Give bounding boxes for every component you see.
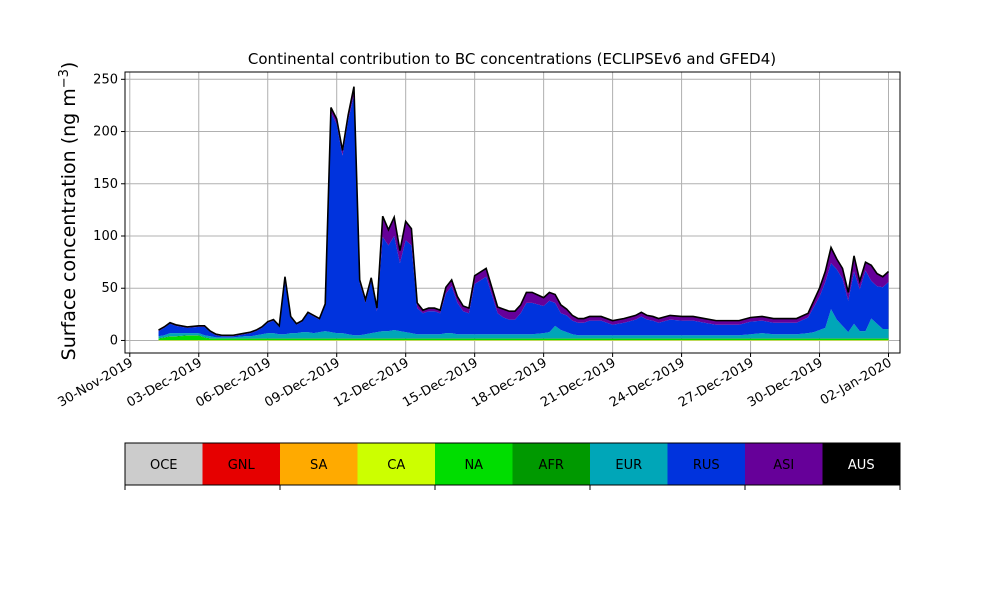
- y-ticks: 0 50 100 150 200 250: [93, 72, 125, 348]
- y-tick-label: 100: [93, 229, 118, 244]
- y-axis-label-close: ): [58, 62, 80, 69]
- y-axis-label: Surface concentration (ng m−3): [57, 62, 81, 361]
- legend-swatch-eur: [590, 443, 668, 485]
- legend-swatch-sa: [280, 443, 358, 485]
- legend-swatch-gnl: [202, 443, 280, 485]
- y-axis-label-sup: −3: [57, 69, 72, 88]
- y-axis-label-main: Surface concentration (ng m: [58, 88, 80, 360]
- legend-swatch-asi: [745, 443, 823, 485]
- x-tick-label: 15-Dec-2019: [400, 355, 480, 410]
- legend-swatch-aus: [822, 443, 900, 485]
- y-tick-label: 50: [101, 281, 118, 296]
- x-tick-label: 30-Dec-2019: [745, 355, 825, 410]
- x-tick-label: 18-Dec-2019: [469, 355, 549, 410]
- y-tick-label: 250: [93, 72, 118, 87]
- x-tick-label: 09-Dec-2019: [262, 355, 342, 410]
- total-line: [158, 86, 890, 337]
- legend-label-aus: AUS: [848, 458, 875, 473]
- x-tick-label: 30-Nov-2019: [56, 355, 136, 410]
- x-tick-label: 21-Dec-2019: [538, 355, 618, 410]
- legend-label-ca: CA: [387, 458, 405, 473]
- legend-swatch-rus: [667, 443, 745, 485]
- total-outline: [158, 86, 890, 337]
- area-series-rus: [158, 94, 889, 338]
- y-tick-label: 150: [93, 177, 118, 192]
- legend-label-eur: EUR: [615, 458, 642, 473]
- legend-label-gnl: GNL: [228, 458, 256, 473]
- area-series-afr: [158, 335, 889, 339]
- legend-label-rus: RUS: [693, 458, 720, 473]
- legend-label-na: NA: [464, 458, 483, 473]
- legend-label-afr: AFR: [539, 458, 564, 473]
- x-tick-label: 24-Dec-2019: [607, 355, 687, 410]
- area-series-eur: [158, 309, 889, 339]
- legend-frame: [124, 442, 901, 486]
- legend-swatch-na: [435, 443, 513, 485]
- x-tick-label: 06-Dec-2019: [193, 355, 273, 410]
- x-tick-label: 03-Dec-2019: [124, 355, 204, 410]
- legend-label-asi: ASI: [773, 458, 794, 473]
- y-tick-label: 0: [110, 333, 118, 348]
- stacked-areas: [158, 86, 889, 341]
- y-tick-label: 200: [93, 125, 118, 140]
- x-tick-label: 27-Dec-2019: [676, 355, 756, 410]
- grid-lines: [125, 72, 900, 353]
- legend-swatch-afr: [512, 443, 590, 485]
- x-tick-label: 12-Dec-2019: [331, 355, 411, 410]
- x-tick-label: 02-Jan-2020: [818, 355, 895, 408]
- legend-label-oce: OCE: [150, 458, 178, 473]
- region-colorbar-legend: OCE GNL SA CA NA AFR EUR RUS ASI AUS: [124, 442, 901, 490]
- legend-label-sa: SA: [310, 458, 327, 473]
- legend-swatch-oce: [125, 443, 203, 485]
- area-series-ca: [158, 339, 889, 341]
- x-ticks: 30-Nov-201903-Dec-201906-Dec-201909-Dec-…: [56, 353, 895, 411]
- plot-frame: [124, 71, 901, 354]
- chart-title: Continental contribution to BC concentra…: [248, 50, 776, 68]
- legend-swatch-ca: [357, 443, 435, 485]
